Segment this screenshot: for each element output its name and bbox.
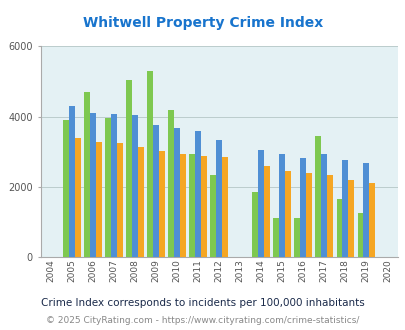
Bar [90, 113, 96, 257]
Bar [195, 131, 200, 257]
Bar [300, 158, 305, 257]
Bar [84, 92, 90, 257]
Bar [189, 153, 195, 257]
Bar [69, 106, 75, 257]
Bar [264, 166, 269, 257]
Bar [111, 114, 117, 257]
Bar [126, 80, 132, 257]
Bar [273, 218, 279, 257]
Bar [222, 157, 228, 257]
Text: © 2025 CityRating.com - https://www.cityrating.com/crime-statistics/: © 2025 CityRating.com - https://www.city… [46, 316, 359, 325]
Bar [341, 159, 347, 257]
Bar [336, 199, 341, 257]
Bar [294, 218, 300, 257]
Bar [362, 163, 369, 257]
Bar [216, 140, 222, 257]
Bar [153, 125, 159, 257]
Text: Whitwell Property Crime Index: Whitwell Property Crime Index [83, 16, 322, 30]
Bar [174, 128, 180, 257]
Bar [210, 175, 216, 257]
Bar [75, 138, 81, 257]
Bar [147, 71, 153, 257]
Bar [105, 118, 111, 257]
Bar [132, 115, 138, 257]
Bar [159, 151, 164, 257]
Bar [279, 153, 285, 257]
Bar [180, 154, 185, 257]
Bar [369, 183, 374, 257]
Bar [63, 120, 69, 257]
Bar [117, 143, 123, 257]
Bar [168, 110, 174, 257]
Bar [96, 142, 102, 257]
Bar [200, 156, 207, 257]
Text: Crime Index corresponds to incidents per 100,000 inhabitants: Crime Index corresponds to incidents per… [41, 298, 364, 308]
Bar [326, 175, 333, 257]
Bar [258, 150, 264, 257]
Bar [252, 192, 258, 257]
Bar [321, 153, 326, 257]
Bar [138, 147, 144, 257]
Bar [285, 171, 290, 257]
Bar [315, 136, 321, 257]
Bar [305, 173, 311, 257]
Bar [347, 180, 353, 257]
Bar [357, 214, 362, 257]
